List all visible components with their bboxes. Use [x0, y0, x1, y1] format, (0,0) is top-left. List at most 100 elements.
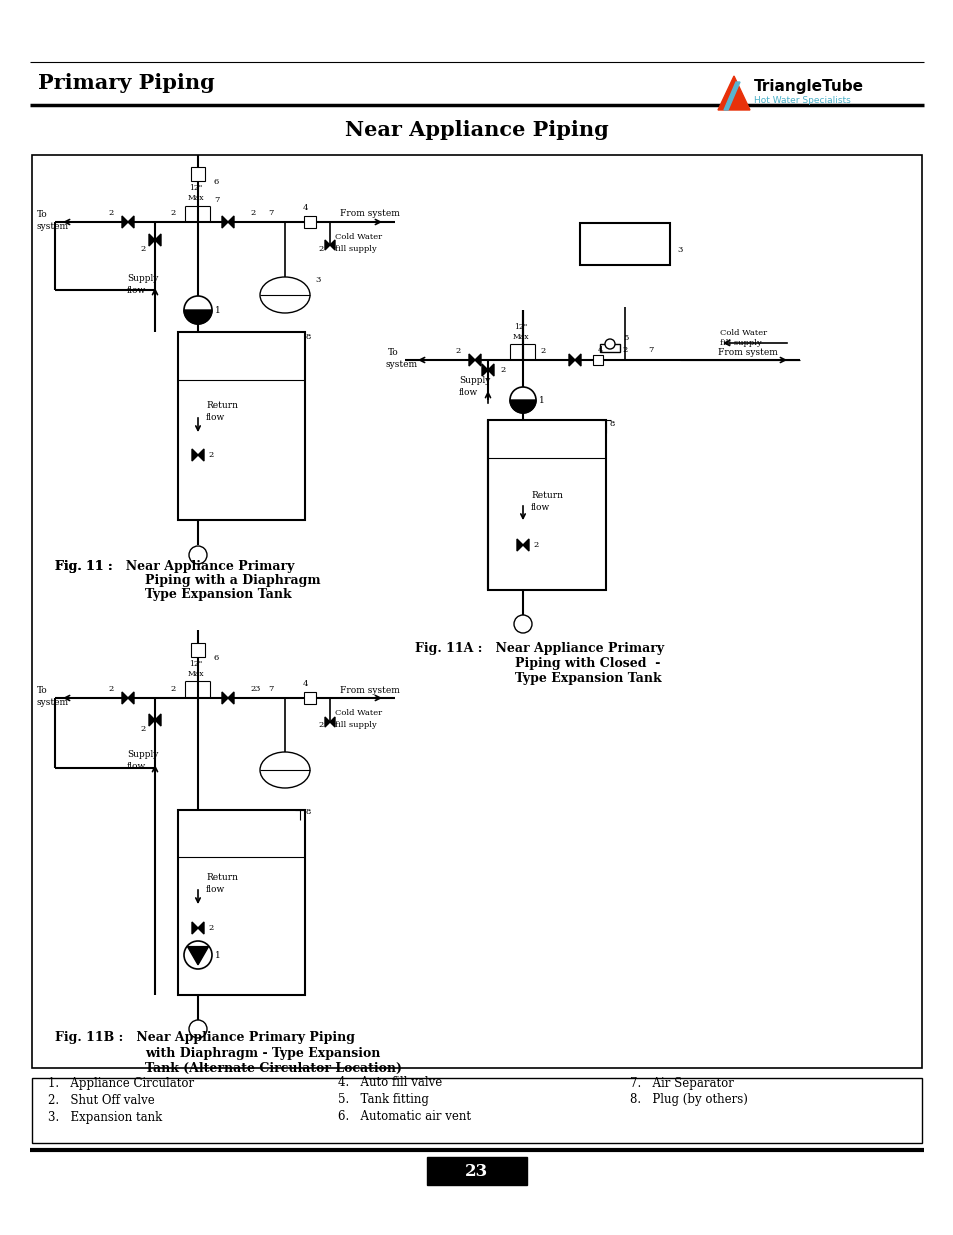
Text: flow: flow: [206, 884, 225, 893]
Text: Piping with a Diaphragm: Piping with a Diaphragm: [145, 573, 320, 587]
Polygon shape: [568, 354, 575, 366]
Circle shape: [184, 941, 212, 969]
Bar: [32, 156, 921, 1068]
Polygon shape: [128, 692, 133, 704]
Polygon shape: [510, 400, 536, 412]
Text: Cold Water: Cold Water: [335, 709, 382, 718]
Ellipse shape: [260, 277, 310, 312]
Bar: [178, 810, 305, 995]
Text: Max: Max: [188, 671, 204, 678]
Text: TriangleTube: TriangleTube: [753, 79, 863, 94]
Text: Supply: Supply: [127, 750, 158, 758]
Bar: [599, 345, 619, 352]
Bar: [488, 420, 605, 590]
Circle shape: [189, 546, 207, 564]
Bar: [593, 354, 602, 366]
Ellipse shape: [260, 752, 310, 788]
Text: Type Expansion Tank: Type Expansion Tank: [515, 672, 661, 684]
Text: 4: 4: [598, 346, 603, 354]
Text: Primary Piping: Primary Piping: [38, 73, 214, 93]
Polygon shape: [522, 538, 529, 551]
Polygon shape: [122, 216, 128, 228]
Text: 2: 2: [208, 451, 213, 459]
Text: 2: 2: [108, 209, 113, 217]
Circle shape: [184, 296, 212, 324]
Text: flow: flow: [458, 388, 477, 396]
Text: Cold Water: Cold Water: [720, 329, 766, 337]
Polygon shape: [469, 354, 475, 366]
Polygon shape: [122, 692, 128, 704]
Text: Return: Return: [531, 490, 562, 499]
Text: 2: 2: [621, 346, 626, 354]
Bar: [579, 224, 669, 266]
Text: flow: flow: [127, 285, 146, 294]
Text: Return: Return: [206, 400, 237, 410]
Text: Tank (Alternate Circulator Location): Tank (Alternate Circulator Location): [145, 1062, 401, 1074]
Polygon shape: [718, 77, 749, 110]
Polygon shape: [198, 450, 204, 461]
Text: 23: 23: [465, 1163, 488, 1181]
Text: 8: 8: [306, 808, 311, 816]
Text: Fig. 11 :   Near Appliance Primary: Fig. 11 : Near Appliance Primary: [55, 559, 294, 573]
Text: 2: 2: [499, 366, 505, 374]
Text: 2: 2: [455, 347, 459, 354]
Polygon shape: [192, 923, 198, 934]
Text: Supply: Supply: [127, 273, 158, 283]
Text: 1: 1: [538, 395, 544, 405]
Text: fill supply: fill supply: [335, 245, 376, 253]
Bar: [32, 1078, 921, 1144]
Text: To: To: [37, 685, 48, 694]
Polygon shape: [228, 216, 233, 228]
Text: 7: 7: [647, 346, 653, 354]
Text: Piping with Closed  -: Piping with Closed -: [515, 657, 659, 669]
Polygon shape: [228, 692, 233, 704]
Polygon shape: [325, 240, 330, 249]
Text: 2: 2: [317, 245, 323, 253]
Polygon shape: [184, 310, 212, 324]
Text: 2: 2: [170, 685, 175, 693]
Polygon shape: [575, 354, 580, 366]
Polygon shape: [222, 692, 228, 704]
Circle shape: [514, 615, 532, 634]
Text: 2: 2: [250, 209, 255, 217]
Text: 2: 2: [533, 541, 537, 550]
Text: system: system: [37, 221, 69, 231]
Text: flow: flow: [531, 503, 550, 511]
Text: Hot Water Specialists: Hot Water Specialists: [753, 95, 850, 105]
Text: 7: 7: [268, 209, 274, 217]
Polygon shape: [149, 233, 154, 246]
Polygon shape: [154, 233, 161, 246]
Polygon shape: [198, 923, 204, 934]
Text: 3: 3: [677, 246, 681, 254]
Text: 5: 5: [622, 333, 628, 342]
Bar: [304, 216, 315, 228]
Text: 2: 2: [140, 725, 145, 734]
Text: 3: 3: [253, 685, 259, 693]
Bar: [191, 167, 205, 182]
Text: To: To: [37, 210, 48, 219]
Text: Return: Return: [206, 872, 237, 882]
Text: 2: 2: [250, 685, 255, 693]
Text: with Diaphragm - Type Expansion: with Diaphragm - Type Expansion: [145, 1046, 380, 1060]
Polygon shape: [330, 718, 335, 727]
Text: Fig. 11B :   Near Appliance Primary Piping: Fig. 11B : Near Appliance Primary Piping: [55, 1031, 355, 1045]
Text: 5.   Tank fitting: 5. Tank fitting: [337, 1093, 429, 1107]
Polygon shape: [222, 216, 228, 228]
Text: Max: Max: [188, 194, 204, 203]
Polygon shape: [481, 364, 488, 375]
Text: 2: 2: [539, 347, 545, 354]
Text: fill supply: fill supply: [335, 721, 376, 729]
Circle shape: [604, 338, 615, 350]
Text: 8.   Plug (by others): 8. Plug (by others): [629, 1093, 747, 1107]
Text: 3: 3: [314, 275, 320, 284]
Text: 7: 7: [268, 685, 274, 693]
Circle shape: [189, 1020, 207, 1037]
Bar: [191, 643, 205, 657]
Polygon shape: [154, 714, 161, 726]
Text: system: system: [386, 359, 417, 368]
Bar: [427, 1157, 526, 1186]
Bar: [178, 332, 305, 520]
Text: From system: From system: [339, 685, 399, 694]
Polygon shape: [330, 240, 335, 249]
Text: 8: 8: [609, 420, 615, 429]
